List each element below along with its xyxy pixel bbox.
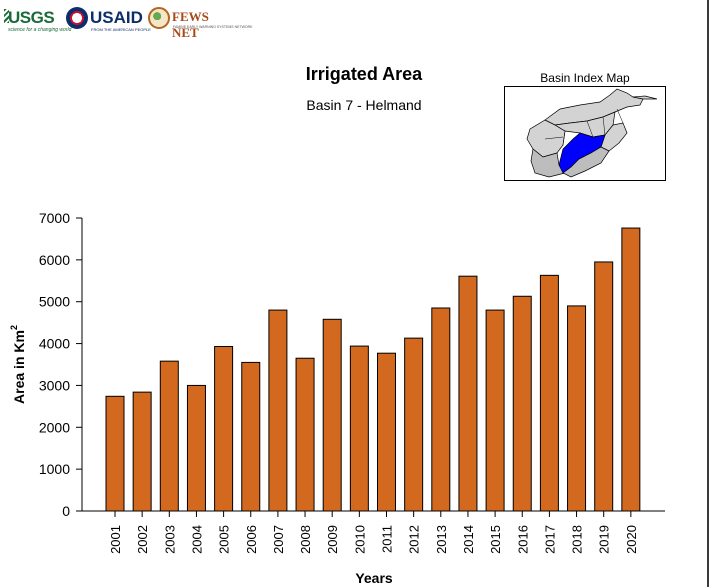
bar [295,357,315,512]
bar [322,318,342,512]
x-tick-label: 2008 [298,525,313,554]
x-tick-label: 2007 [271,525,286,554]
x-tick-label: 2011 [380,525,395,553]
bar [159,360,179,512]
map-region-west [526,119,566,158]
x-tick-label: 2016 [515,525,530,554]
x-tick-label: 2006 [244,525,259,554]
bar [377,352,396,512]
chart-subtitle: Basin 7 - Helmand [306,97,422,113]
x-tick-label: 2009 [325,525,340,554]
bar [214,346,234,512]
x-tick-label: 2018 [570,525,585,554]
y-axis-label: Area in Km2 [9,325,27,404]
y-tick-label: 3000 [39,377,70,393]
usgs-mark-icon [4,9,9,23]
chart-axes: 0 1000 2000 3000 4000 5000 6000 7000 2001 2002 200… [39,210,665,554]
map-internal-lines [544,108,624,146]
bar [268,309,288,512]
usaid-logo: USAID FROM THE AMERICAN PEOPLE [66,6,151,36]
map-region-south [562,146,610,178]
usaid-logo-text: USAID [90,8,143,27]
bar [431,307,451,512]
y-tick-label: 7000 [39,210,70,226]
y-tick-label: 1000 [39,461,70,477]
x-tick-label: 2014 [461,525,476,554]
inset-map-title: Basin Index Map [540,71,630,85]
bar [186,384,206,512]
fews-net-logo-text: FEWS NET [172,9,209,40]
usgs-logo: USGS science for a changing world [4,6,71,36]
x-tick-label: 2001 [108,525,123,554]
bar [404,337,424,512]
x-tick-label: 2012 [407,525,422,554]
fews-net-logo: FEWS NET FAMINE EARLY WARNING SYSTEMS NE… [148,6,252,40]
x-tick-label: 2004 [189,525,204,554]
y-axis-label-superscript: 2 [9,325,19,330]
y-tick-label: 6000 [39,252,70,268]
y-tick-label: 2000 [39,419,70,435]
bar [485,309,505,512]
bar [621,227,641,512]
usgs-logo-tagline: science for a changing world [8,27,72,33]
map-wakhan-corridor [632,95,658,100]
y-tick-label: 5000 [39,294,70,310]
x-tick-label: 2010 [352,525,367,554]
x-tick-label: 2003 [162,525,177,554]
x-tick-label: 2005 [217,525,232,554]
bar [105,395,125,512]
usgs-logo-text: USGS [8,8,55,27]
x-tick-label: 2020 [624,525,639,554]
fews-net-logo-tagline: FAMINE EARLY WARNING SYSTEMS NETWORK [173,25,253,29]
usaid-logo-tagline: FROM THE AMERICAN PEOPLE [91,27,151,32]
bar-series [105,227,641,512]
x-tick-label: 2017 [542,525,557,554]
globe-icon [148,7,170,29]
basin-index-map-graphic [526,88,658,178]
bar [594,261,614,512]
x-tick-label: 2019 [597,525,612,554]
bar [458,275,478,512]
bar [512,295,532,512]
usaid-seal-icon [66,7,88,29]
bar [567,305,587,512]
x-axis-label: Years [355,570,393,586]
bar [349,345,369,512]
bar [132,391,152,512]
y-tick-label: 4000 [39,336,70,352]
x-tick-label: 2002 [135,525,150,554]
bar [241,361,261,512]
y-axis-label-text: Area in Km [11,330,27,404]
y-tick-label: 0 [62,503,70,519]
chart-title: Irrigated Area [305,64,423,84]
x-tick-label: 2013 [434,525,449,554]
x-tick-label: 2015 [488,525,503,554]
bar [539,274,559,512]
basin-index-map [504,86,666,181]
